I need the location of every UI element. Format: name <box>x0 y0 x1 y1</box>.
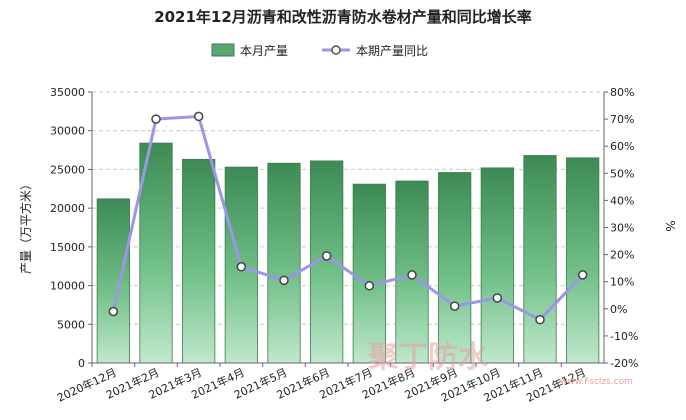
bar <box>139 142 173 364</box>
y-tick-label: 25000 <box>50 163 85 176</box>
y-tick-label: 5000 <box>57 318 85 331</box>
yoy-point <box>492 293 503 303</box>
x-ticks: 2020年12月2021年2月2021年3月2021年4月2021年5月2021… <box>55 363 588 405</box>
watermark-text: 聚丁防水 <box>367 340 489 375</box>
y2-tick-label: -10% <box>610 330 638 343</box>
legend: 本月产量 本期产量同比 <box>211 43 428 58</box>
yoy-point <box>279 275 289 286</box>
yoy-point <box>449 301 460 311</box>
yoy-point <box>407 270 417 280</box>
bar <box>438 172 472 364</box>
legend-bar-swatch <box>211 43 235 57</box>
bar <box>96 198 130 364</box>
y-ticks: 0 5000 10000 15000 20000 25000 30000 35000 <box>50 86 92 370</box>
y2-tick-label: 50% <box>610 167 634 180</box>
y2-tick-label: 30% <box>610 222 634 235</box>
yoy-point <box>321 251 332 261</box>
y2-tick-label: 40% <box>610 194 634 207</box>
y2-ticks: -20% -10% 0% 10% 20% 30% 40% 50% 60% 70% 80% <box>604 86 638 370</box>
y2-tick-label: -20% <box>610 357 638 370</box>
bar <box>182 158 216 364</box>
yoy-line <box>108 111 588 325</box>
y-tick-label: 10000 <box>50 280 85 293</box>
watermark-url: www.Fsclzs.com <box>560 377 633 387</box>
chart-title: 2021年12月沥青和改性沥青防水卷材产量和同比增长率 <box>154 8 532 26</box>
gridlines <box>92 91 604 325</box>
yoy-point <box>151 114 161 124</box>
yoy-point <box>236 262 247 272</box>
bar <box>523 155 557 364</box>
y2-tick-label: 70% <box>610 113 634 126</box>
yoy-point <box>193 111 204 122</box>
legend-line-marker <box>331 45 341 55</box>
bar <box>352 183 386 364</box>
y2-tick-label: 20% <box>610 249 634 262</box>
y2-tick-label: 80% <box>610 86 634 99</box>
yoy-point <box>535 314 545 325</box>
y-tick-label: 30000 <box>50 125 85 138</box>
bar <box>566 157 600 364</box>
y2-tick-label: 60% <box>610 140 634 153</box>
bar <box>267 162 301 364</box>
y-tick-label: 35000 <box>50 86 85 99</box>
legend-line-label: 本期产量同比 <box>356 44 428 58</box>
y-tick-label: 20000 <box>50 202 85 215</box>
legend-bar-label: 本月产量 <box>240 44 288 58</box>
yoy-point <box>577 270 588 280</box>
y-tick-label: 15000 <box>50 241 85 254</box>
watermark: 聚丁防水 www.Fsclzs.com <box>367 340 633 387</box>
y-axis-label: 产量（万平方米） <box>18 178 33 274</box>
y-tick-label: 0 <box>78 357 85 370</box>
yoy-line-path <box>111 114 584 322</box>
yoy-point <box>364 281 375 291</box>
y2-tick-label: 10% <box>610 276 634 289</box>
y2-tick-label: 0% <box>610 303 627 316</box>
bar <box>480 167 514 364</box>
bars <box>96 142 600 364</box>
yoy-point <box>108 306 119 317</box>
y2-axis-label: % <box>663 220 677 231</box>
